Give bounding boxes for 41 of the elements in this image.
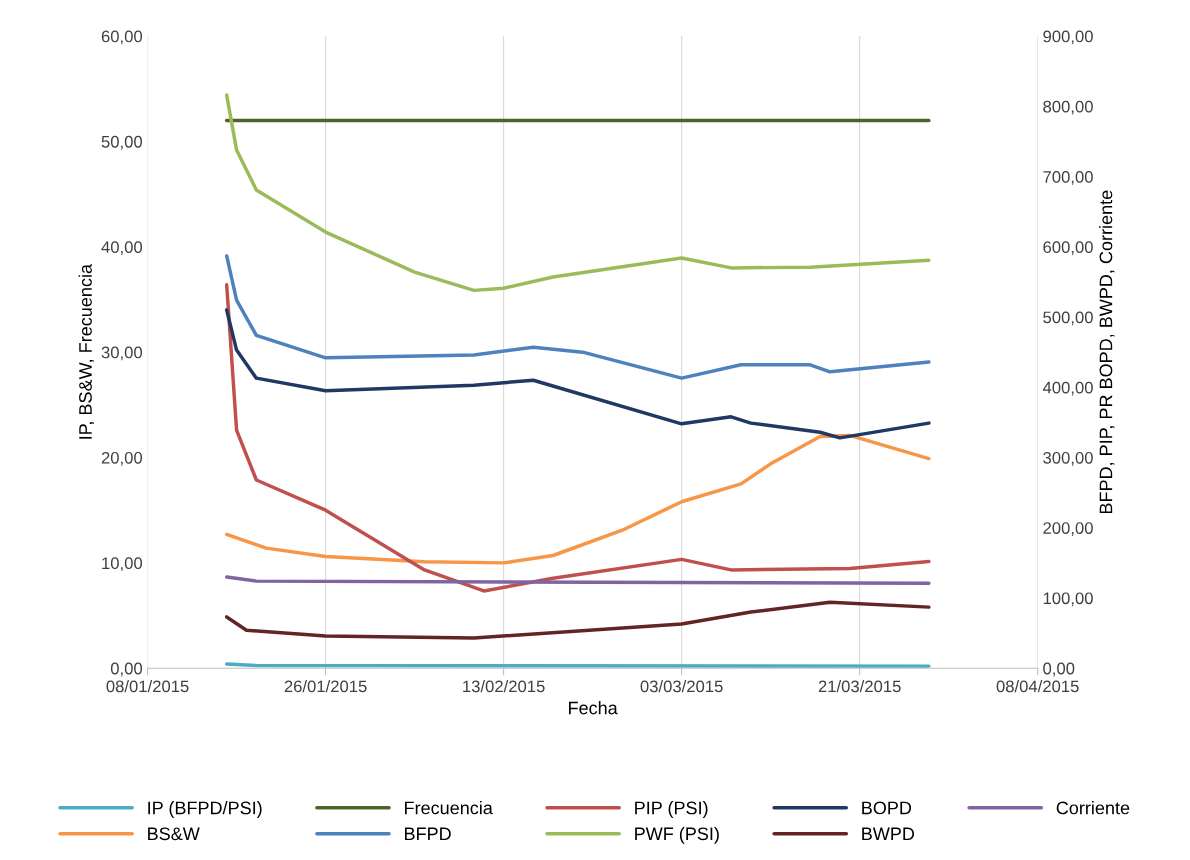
legend-label: BWPD [862,827,915,840]
y2-tick-label: 500,00 [1043,311,1093,326]
legend-label: Frecuencia [405,801,493,815]
legend-label: BS&W [148,827,200,841]
legend-label: IP (BFPD/PSI) [148,801,262,818]
legend-label: PWF (PSI) [635,826,719,844]
x-tick-label: 08/04/2015 [996,680,1079,693]
y-tick-label: 50,00 [101,135,143,150]
legend-label: BFPD [405,827,451,840]
y-tick-label: 30,00 [101,346,143,361]
legend-label: PIP (PSI) [635,801,708,818]
x-tick-label: 13/02/2015 [463,680,545,693]
y2-tick-label: 300,00 [1043,451,1093,466]
y-tick-label: 0,00 [110,662,143,677]
x-tick-label: 26/01/2015 [284,680,367,693]
y-tick-label: 40,00 [101,241,143,255]
y2-tick-label: 700,00 [1043,170,1093,185]
legend-label: BOPD [862,801,912,815]
y2-tick-label: 0,00 [1043,662,1075,677]
line-series [224,93,931,293]
line-series [224,283,931,593]
y2-tick-label: 400,00 [1042,381,1093,396]
y-tick-label: 60,00 [101,30,143,45]
x-tick-label: 03/03/2015 [640,680,723,693]
y2-tick-label: 800,00 [1043,100,1093,115]
y2-tick-label: 100,00 [1043,592,1093,607]
y2-tick-label: 900,00 [1043,30,1093,45]
y2-tick-label: 600,00 [1043,241,1093,255]
y-tick-label: 20,00 [101,451,143,466]
line-series [224,308,931,440]
y-tick-label: 10,00 [102,557,143,572]
x-axis-title: Fecha [569,701,618,715]
line-series [224,600,931,640]
x-tick-label: 08/01/2015 [106,680,189,693]
line-series [224,433,931,565]
legend-label: Corriente [1056,801,1130,815]
y-axis-title: IP, BS&W, Frecuencia [78,264,94,439]
y2-tick-label: 200,00 [1043,522,1093,536]
line-series [224,254,931,380]
y2-axis-title: BFPD, PIP, PR BOPD, BWPD, Corriente [1099,190,1115,514]
x-tick-label: 21/03/2015 [818,680,901,693]
